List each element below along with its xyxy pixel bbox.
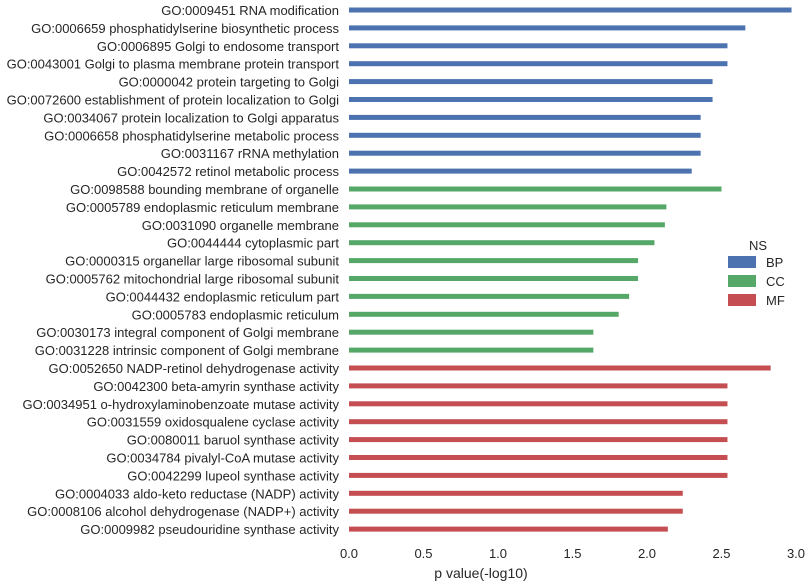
bar [349,383,728,389]
y-tick-label: GO:0042300 beta-amyrin synthase activity [93,379,339,394]
y-tick-label: GO:0044444 cytoplasmic part [167,236,339,251]
bar [349,472,728,478]
legend-title: NS [749,238,767,253]
x-tick-label: 1.5 [563,546,581,561]
y-tick-label: GO:0005762 mitochondrial large ribosomal… [46,272,340,287]
y-tick-label: GO:0006659 phosphatidylserine biosynthet… [31,21,339,36]
bar [349,222,665,228]
y-tick-label: GO:0008106 alcohol dehydrogenase (NADP+)… [27,504,339,519]
bar [349,168,692,174]
legend-label: BP [766,255,783,270]
y-tick-label: GO:0006895 Golgi to endosome transport [97,39,339,54]
x-tick-label: 0.0 [340,546,358,561]
bar [349,79,713,85]
bar [349,150,701,156]
y-tick-label: GO:0042572 retinol metabolic process [117,164,339,179]
legend-swatch [728,256,756,268]
y-tick-label: GO:0006658 phosphatidylserine metabolic … [44,128,339,143]
y-tick-label: GO:0034951 o-hydroxylaminobenzoate mutas… [22,397,339,412]
bar [349,25,746,31]
x-tick-label: 2.5 [712,546,730,561]
y-tick-label: GO:0072600 establishment of protein loca… [7,93,340,108]
bar [349,347,594,353]
bar [349,132,701,138]
bar [349,311,619,317]
bar [349,419,728,425]
y-tick-label: GO:0009451 RNA modification [161,3,339,18]
y-tick-label: GO:0031228 intrinsic component of Golgi … [35,343,339,358]
y-tick-label: GO:0005783 endoplasmic reticulum [132,307,339,322]
legend: NS BP CC MF [728,238,785,308]
y-tick-label: GO:0034067 protein localization to Golgi… [43,110,339,125]
bar [349,401,728,407]
x-tick-label: 3.0 [787,546,805,561]
y-tick-label: GO:0031090 organelle membrane [142,218,339,233]
bar [349,455,728,460]
x-tick-label: 0.5 [414,546,432,561]
y-tick-label: GO:0009982 pseudouridine synthase activi… [80,522,339,537]
y-tick-label: GO:0080011 baruol synthase activity [127,433,340,448]
bar [349,437,728,443]
y-tick-label: GO:0030173 integral component of Golgi m… [36,325,339,340]
x-tick-label: 2.0 [638,546,656,561]
legend-swatch [728,275,756,287]
bar [349,293,630,299]
legend-label: CC [766,274,785,289]
bars [349,7,792,532]
y-axis-labels: GO:0009451 RNA modification GO:0006659 ph… [7,3,340,537]
y-tick-label: GO:0031559 oxidosqualene cyclase activit… [87,415,340,430]
y-tick-label: GO:0098588 bounding membrane of organell… [70,182,339,197]
y-tick-label: GO:0044432 endoplasmic reticulum part [106,289,340,304]
bar [349,186,722,192]
bar [349,43,728,49]
y-tick-label: GO:0000042 protein targeting to Golgi [119,75,340,90]
bar [349,7,792,13]
x-axis-label: p value(-log10) [434,565,527,581]
bar [349,490,683,496]
bar [349,365,771,371]
y-tick-label: GO:0043001 Golgi to plasma membrane prot… [7,57,340,72]
y-tick-label: GO:0000315 organellar large ribosomal su… [65,254,339,269]
bar [349,508,683,514]
bar [349,240,655,246]
legend-entries: BP CC MF [728,255,785,308]
bar [349,61,728,67]
legend-label: MF [766,293,785,308]
y-tick-label: GO:0042299 lupeol synthase activity [127,468,339,483]
bar [349,97,713,102]
y-tick-label: GO:0004033 aldo-keto reductase (NADP) ac… [55,486,339,501]
y-tick-label: GO:0034784 pivalyl-CoA mutase activity [106,451,339,466]
y-tick-label: GO:0052650 NADP-retinol dehydrogenase ac… [49,361,340,376]
x-tick-label: 1.0 [489,546,507,561]
bar [349,526,668,532]
bar [349,258,639,264]
bar [349,276,639,281]
legend-swatch [728,294,756,306]
bar [349,329,594,335]
bar [349,204,667,210]
y-tick-label: GO:0005789 endoplasmic reticulum membran… [66,200,339,215]
bar [349,114,701,120]
x-axis-ticks: 0.0 0.5 1.0 1.5 2.0 2.5 3.0 [340,546,805,561]
y-tick-label: GO:0031167 rRNA methylation [161,146,339,161]
